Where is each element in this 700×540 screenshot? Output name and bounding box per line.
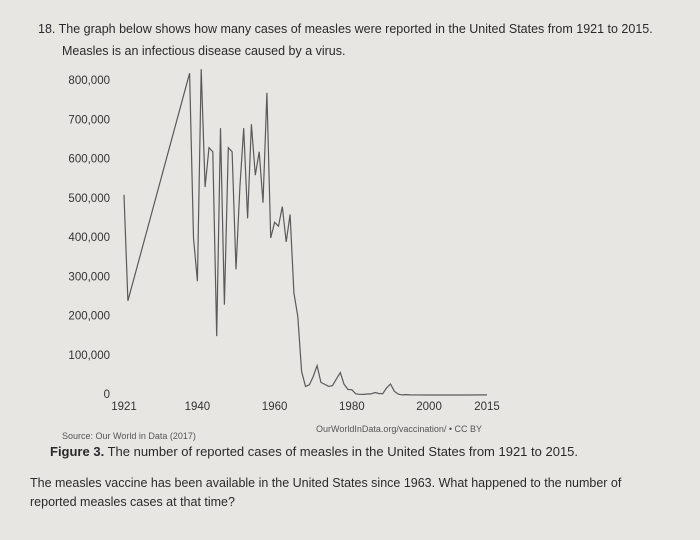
y-tick-label: 600,000 — [68, 154, 110, 166]
caption-text: The number of reported cases of measles … — [107, 444, 579, 459]
credit: OurWorldInData.org/vaccination/ • CC BY — [316, 424, 483, 434]
x-tick-label: 1960 — [262, 401, 288, 413]
y-tick-label: 400,000 — [68, 232, 110, 244]
y-tick-label: 500,000 — [68, 193, 110, 205]
intro-line: Measles is an infectious disease caused … — [62, 44, 346, 58]
source: Source: Our World in Data (2017) — [62, 431, 196, 441]
caption-label: Figure 3. — [50, 444, 105, 459]
y-tick-label: 200,000 — [68, 311, 110, 323]
x-tick-label: 1921 — [111, 401, 137, 413]
y-tick-label: 100,000 — [68, 350, 110, 362]
x-tick-label: 1940 — [185, 401, 211, 413]
x-tick-label: 2000 — [416, 401, 442, 413]
y-tick-label: 0 — [104, 389, 110, 401]
question-intro: 18. The graph below shows how many cases… — [38, 22, 653, 36]
question-number: 18. — [38, 22, 56, 36]
question: The measles vaccine has been available i… — [30, 476, 622, 509]
y-tick-label: 300,000 — [68, 271, 110, 283]
chart: 0 100,000 200,000 300,000 400,000 500,000 600,… — [68, 69, 500, 413]
caption: Figure 3. The number of reported cases o… — [50, 444, 578, 459]
intro-line: The graph below shows how many cases of … — [58, 22, 653, 36]
y-tick-label: 800,000 — [68, 75, 110, 87]
x-tick-label: 2015 — [474, 401, 500, 413]
x-tick-label: 1980 — [339, 401, 365, 413]
y-tick-label: 700,000 — [68, 114, 110, 126]
data-line — [123, 69, 488, 396]
